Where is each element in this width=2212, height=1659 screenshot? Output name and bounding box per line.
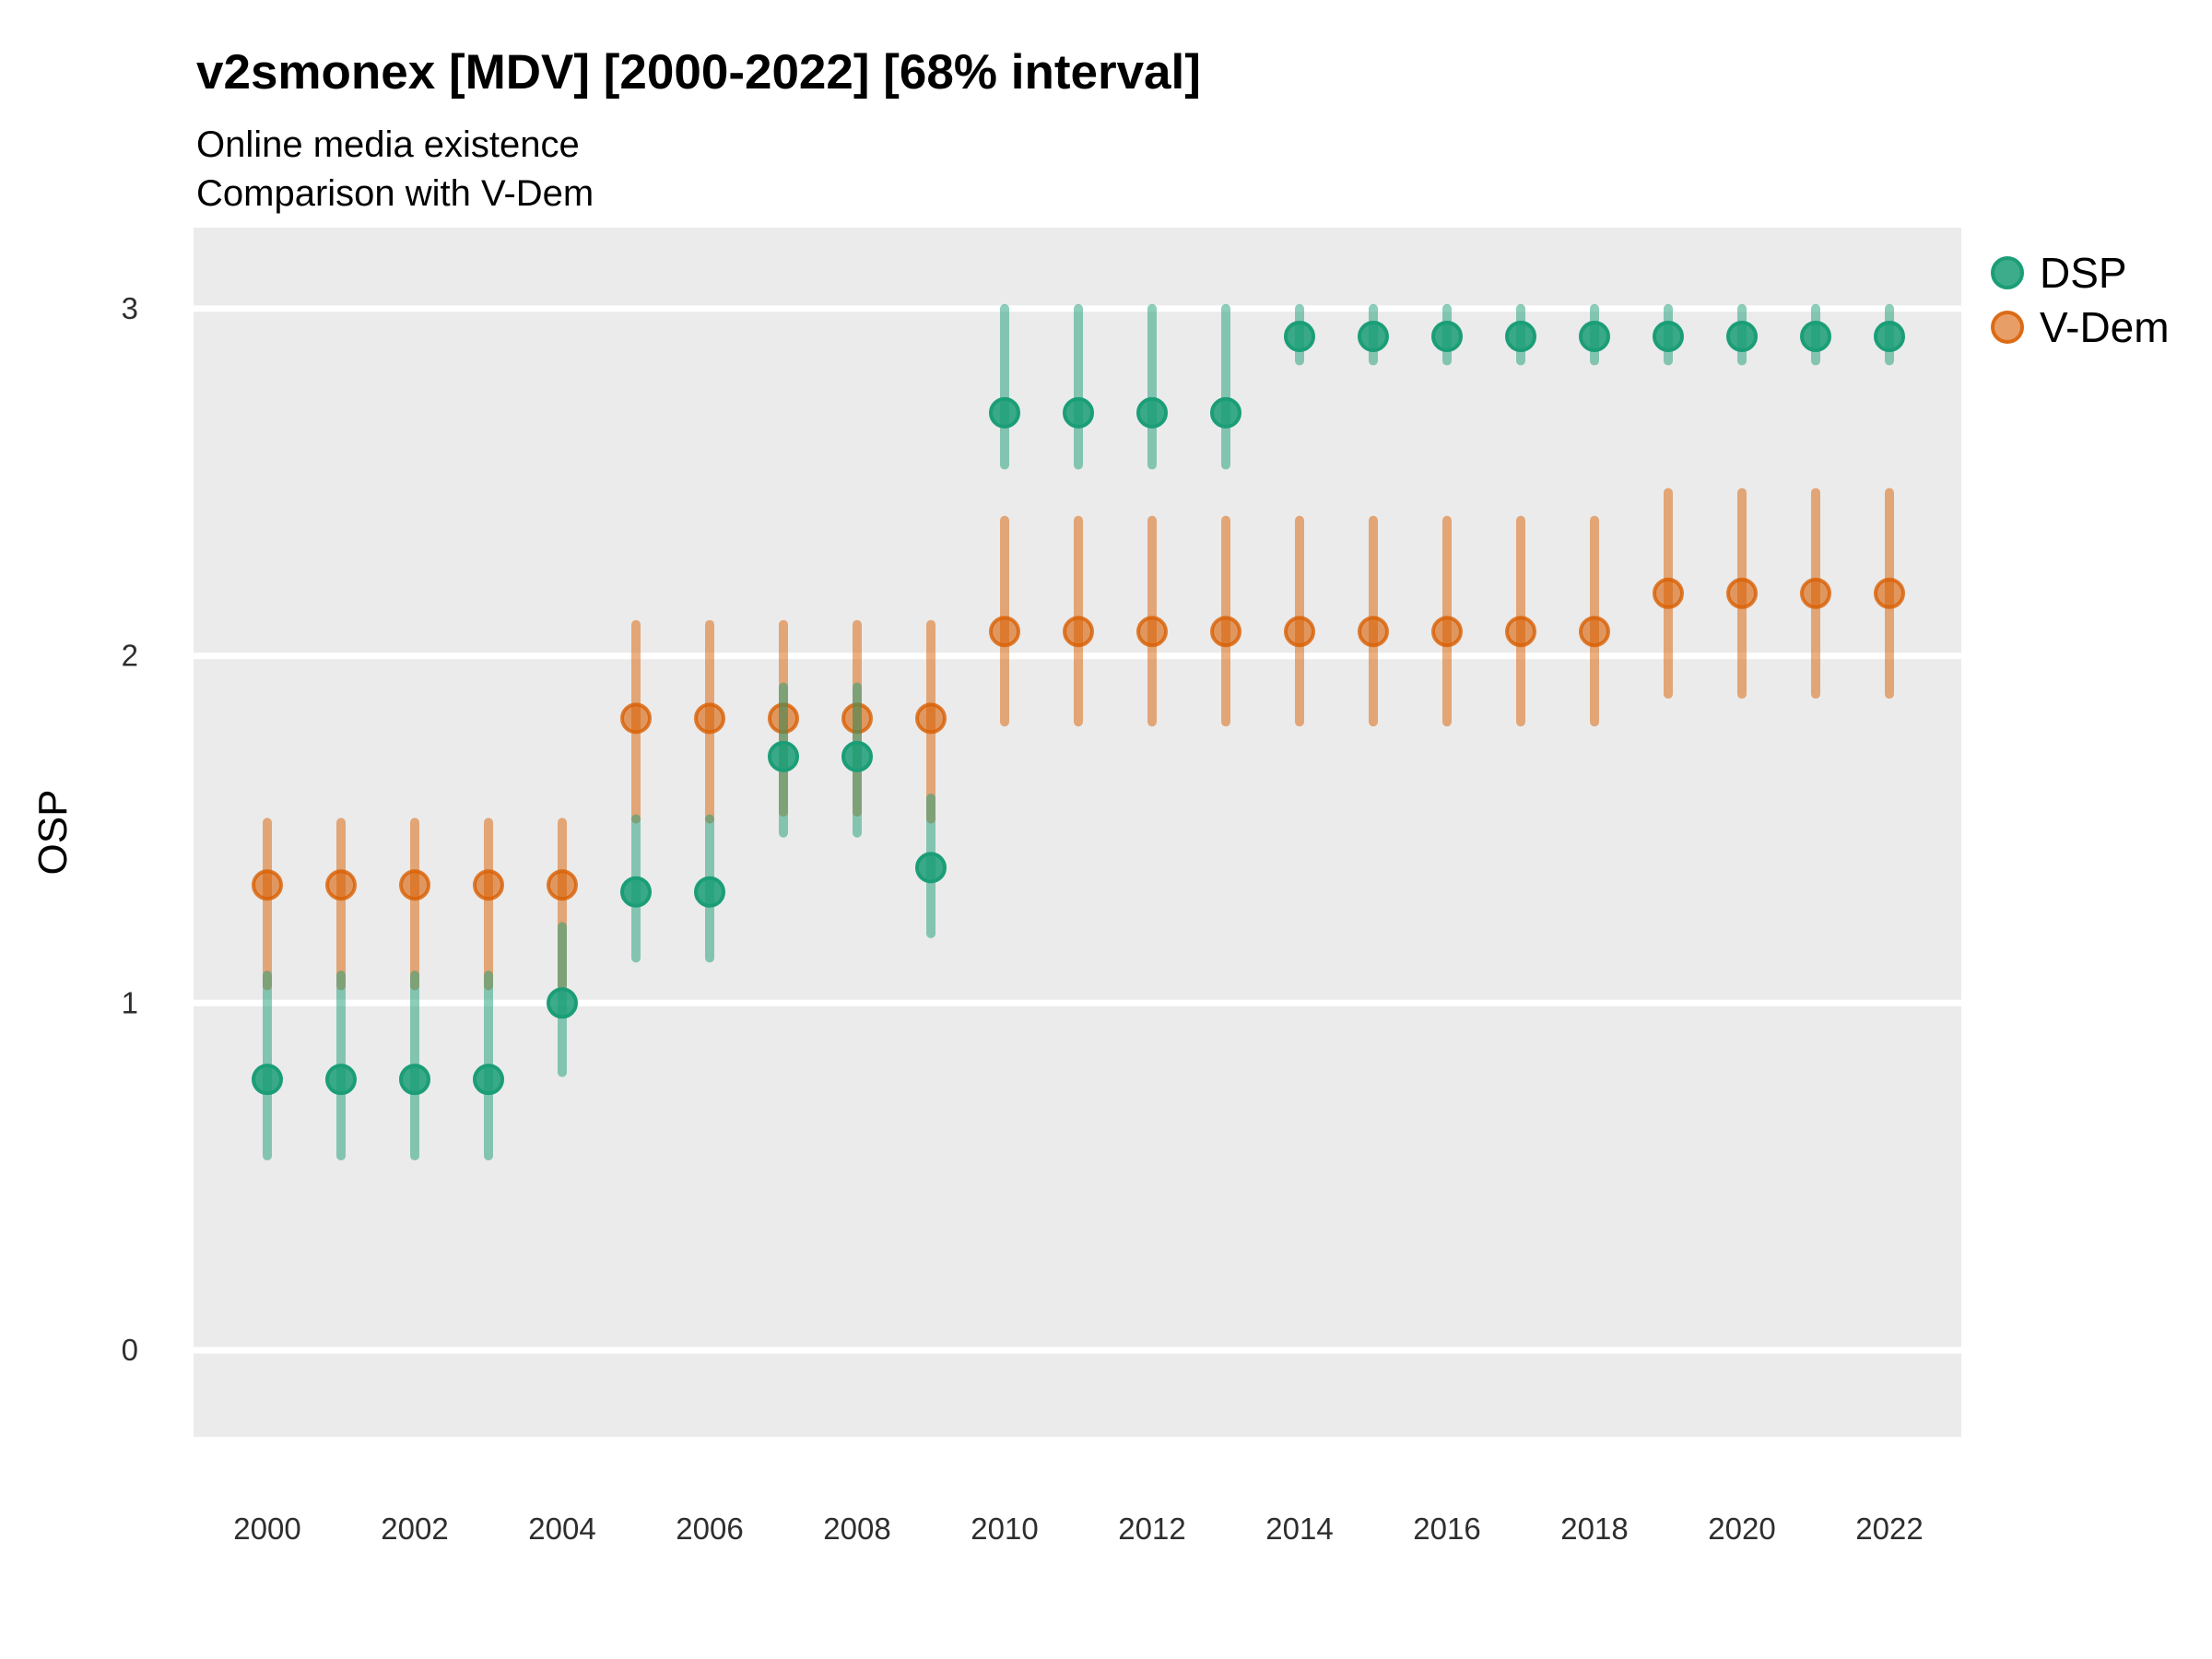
vdem-dot-icon [1991, 311, 2024, 344]
svg-text:2016: 2016 [1413, 1512, 1480, 1546]
legend-label-dsp: DSP [2040, 249, 2127, 297]
legend-item-vdem: V-Dem [1991, 306, 2170, 348]
legend: DSP V-Dem [1991, 252, 2170, 348]
svg-text:2: 2 [122, 639, 138, 673]
svg-text:2012: 2012 [1118, 1512, 1185, 1546]
chart-subtitle-line1: Online media existence [196, 124, 580, 165]
svg-text:2002: 2002 [381, 1512, 448, 1546]
svg-text:1: 1 [122, 985, 138, 1019]
svg-text:3: 3 [122, 291, 138, 325]
svg-text:2006: 2006 [676, 1512, 743, 1546]
svg-text:2020: 2020 [1708, 1512, 1775, 1546]
svg-text:2014: 2014 [1265, 1512, 1333, 1546]
svg-text:2022: 2022 [1855, 1512, 1923, 1546]
chart-title: v2smonex [MDV] [2000-2022] [68% interval… [196, 45, 1201, 100]
svg-text:2004: 2004 [528, 1512, 595, 1546]
legend-label-vdem: V-Dem [2040, 303, 2170, 351]
svg-text:0: 0 [122, 1333, 138, 1367]
chart-subtitle-line2: Comparison with V-Dem [196, 173, 594, 214]
svg-text:2010: 2010 [971, 1512, 1038, 1546]
legend-item-dsp: DSP [1991, 252, 2170, 294]
dsp-dot-icon [1991, 256, 2024, 289]
svg-text:2000: 2000 [233, 1512, 300, 1546]
svg-text:2008: 2008 [823, 1512, 890, 1546]
svg-text:2018: 2018 [1560, 1512, 1628, 1546]
